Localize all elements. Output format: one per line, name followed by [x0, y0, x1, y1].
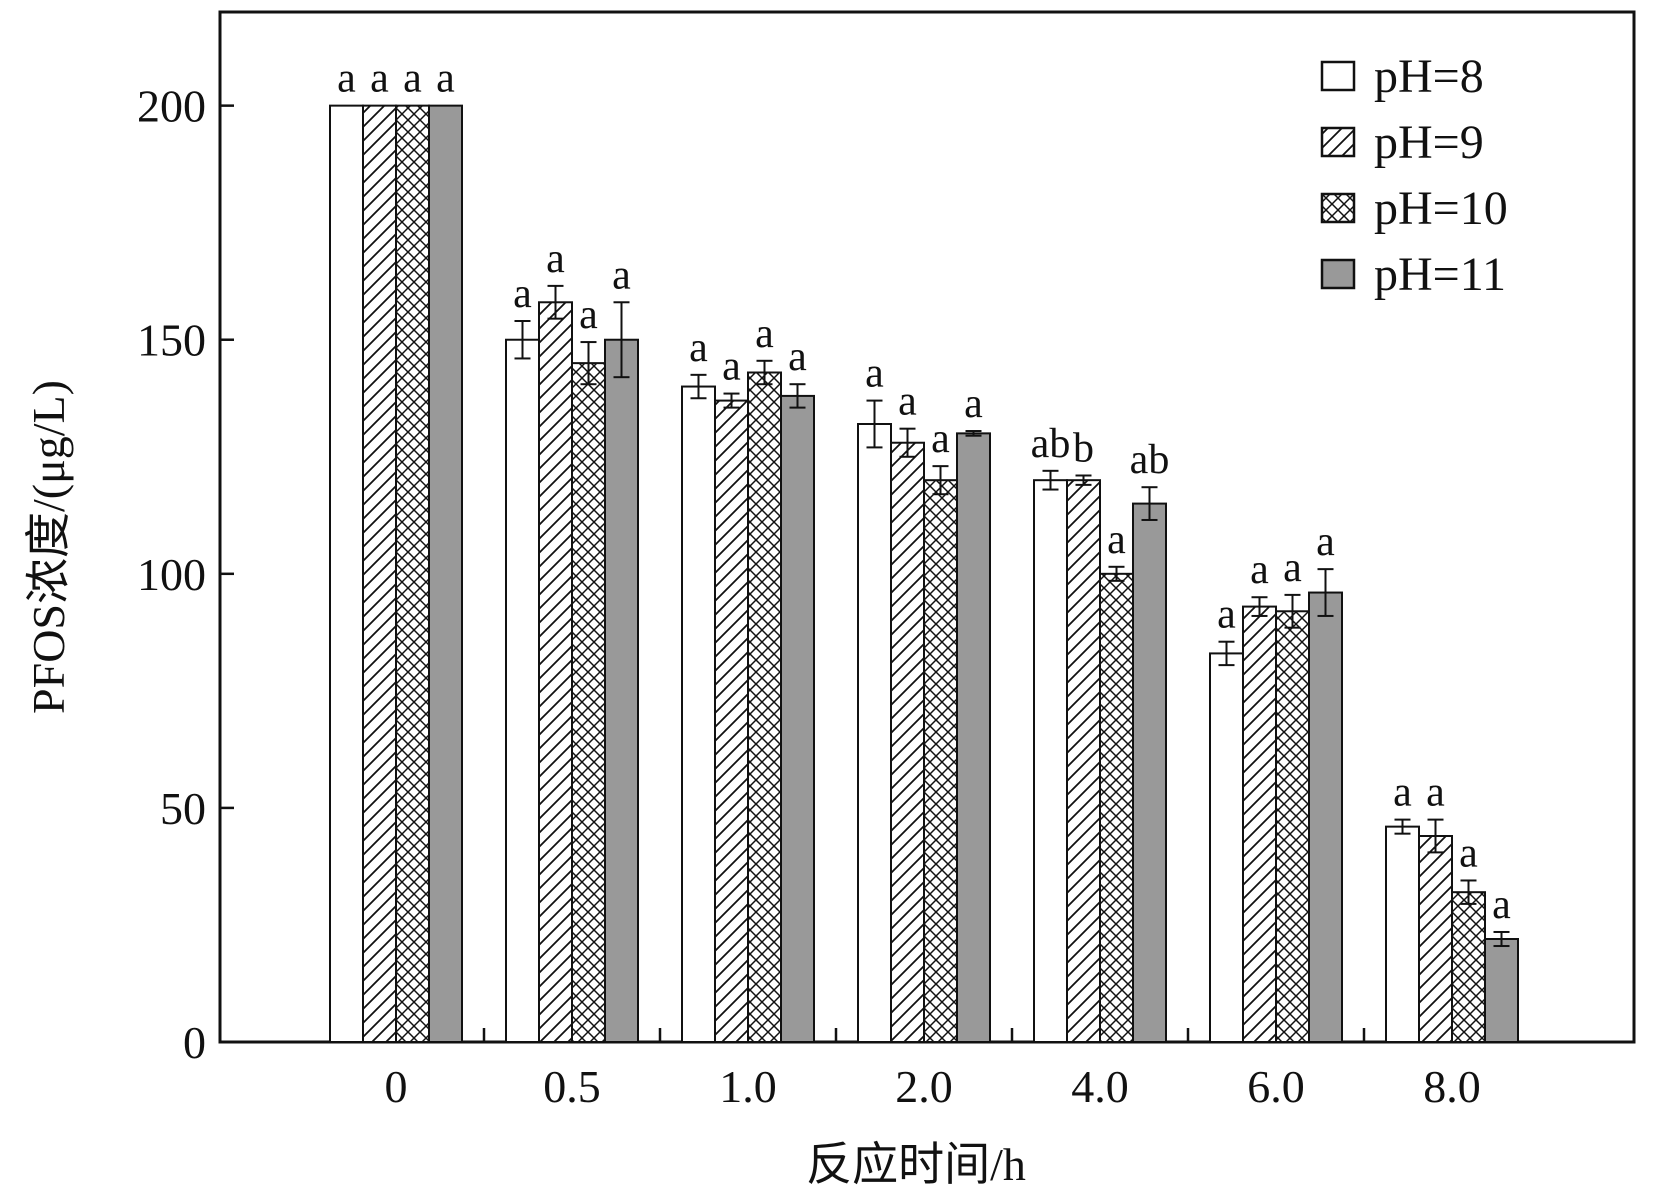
y-axis: 0 50 100 150 200 [137, 81, 234, 1068]
x-axis: 0 0.5 1.0 2.0 4.0 6.0 8.0 [385, 1028, 1481, 1112]
significance-label: a [755, 311, 774, 357]
bar [956, 432, 991, 1043]
bar [571, 362, 606, 1043]
significance-label: a [436, 56, 455, 102]
legend-swatch [1320, 126, 1356, 158]
bar [1242, 605, 1277, 1043]
significance-label: a [1459, 830, 1478, 876]
significance-label: a [1250, 547, 1269, 593]
significance-label: a [964, 381, 983, 427]
bar [780, 394, 815, 1043]
bar [1385, 825, 1420, 1043]
significance-label: a [1393, 770, 1412, 816]
significance-label: a [1316, 519, 1335, 565]
bar [604, 338, 639, 1043]
legend-label: pH=8 [1374, 50, 1484, 103]
x-tick-label: 8.0 [1423, 1061, 1481, 1112]
legend-item: pH=8 [1320, 50, 1484, 103]
significance-label: a [1107, 517, 1126, 563]
legend-label: pH=11 [1374, 248, 1506, 301]
x-tick-label: 1.0 [719, 1061, 777, 1112]
bar [362, 104, 397, 1044]
significance-label: a [579, 292, 598, 338]
significance-label: ab [1031, 421, 1071, 467]
significance-label: a [513, 271, 532, 317]
legend-label: pH=10 [1374, 182, 1508, 235]
significance-label: a [612, 252, 631, 298]
bar [857, 423, 892, 1043]
bar [505, 338, 540, 1043]
bar [395, 104, 430, 1044]
legend: pH=8 pH=9 pH=10 pH=11 [1320, 50, 1508, 301]
bar [1484, 938, 1519, 1043]
bar [329, 104, 364, 1044]
significance-label: a [788, 334, 807, 380]
x-tick-label: 0.5 [543, 1061, 601, 1112]
significance-label: a [931, 416, 950, 462]
significance-label: a [1283, 545, 1302, 591]
legend-item: pH=9 [1320, 116, 1484, 169]
x-tick-label: 4.0 [1071, 1061, 1129, 1112]
significance-label: a [546, 236, 565, 282]
legend-swatch [1320, 258, 1356, 290]
y-tick-label: 50 [160, 783, 206, 834]
bar [1451, 891, 1486, 1043]
bar [1033, 479, 1068, 1043]
x-tick-label: 0 [385, 1061, 408, 1112]
bar [1308, 591, 1343, 1044]
bar [428, 104, 463, 1044]
significance-label: b [1073, 426, 1094, 472]
y-tick-label: 100 [137, 549, 206, 600]
bar [890, 441, 925, 1043]
significance-label: ab [1130, 437, 1170, 483]
legend-swatch [1320, 60, 1356, 92]
bar [1066, 479, 1101, 1043]
y-tick-label: 200 [137, 81, 206, 132]
bar [1418, 835, 1453, 1043]
x-tick-label: 2.0 [895, 1061, 953, 1112]
legend-label: pH=9 [1374, 116, 1484, 169]
bar [1099, 572, 1134, 1043]
significance-label: a [689, 325, 708, 371]
legend-item: pH=11 [1320, 248, 1506, 301]
bar [923, 479, 958, 1043]
bar [1132, 502, 1167, 1044]
bar [1209, 652, 1244, 1044]
bar [1275, 610, 1310, 1043]
bar [747, 371, 782, 1043]
significance-label: a [337, 56, 356, 102]
legend-item: pH=10 [1320, 182, 1508, 235]
significance-label: a [865, 351, 884, 397]
x-tick-label: 6.0 [1247, 1061, 1305, 1112]
significance-label: a [1492, 882, 1511, 928]
y-tick-label: 0 [183, 1017, 206, 1068]
x-axis-title: 反应时间/h [806, 1139, 1026, 1190]
significance-label: a [403, 56, 422, 102]
significance-label: a [1426, 770, 1445, 816]
significance-label: a [1217, 592, 1236, 638]
significance-label: a [722, 344, 741, 390]
significance-label: a [898, 379, 917, 425]
bar [714, 399, 749, 1044]
y-tick-label: 150 [137, 315, 206, 366]
legend-swatch [1320, 192, 1356, 224]
significance-label: a [370, 56, 389, 102]
y-axis-title: PFOS浓度/(μg/L) [23, 380, 74, 714]
bar [681, 385, 716, 1043]
bar [538, 301, 573, 1044]
